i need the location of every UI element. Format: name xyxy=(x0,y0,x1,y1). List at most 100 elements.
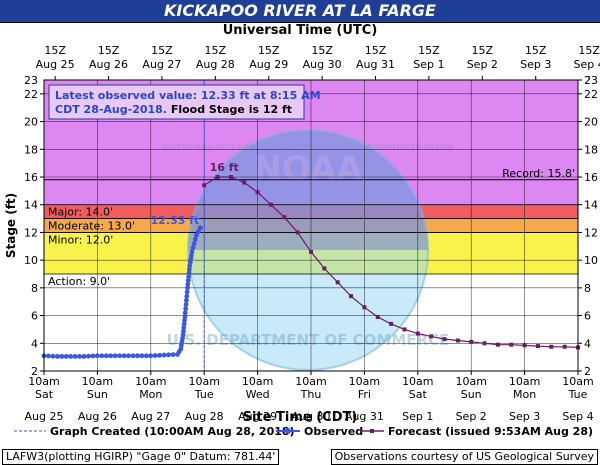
observed-point xyxy=(103,353,109,359)
legend-forecast-marker xyxy=(370,429,374,433)
bottom-tick-day: Sat xyxy=(409,388,428,401)
bottom-tick-date: Aug 29 xyxy=(238,410,277,423)
observed-point xyxy=(194,232,199,238)
bottom-tick-time: 10am xyxy=(28,375,59,388)
bottom-tick-day: Sat xyxy=(35,388,54,401)
y-axis-title: Stage (ft) xyxy=(4,193,18,258)
bottom-tick-day: Wed xyxy=(246,388,270,401)
bottom-tick-time: 10am xyxy=(135,375,166,388)
observed-point xyxy=(191,241,197,246)
observed-point xyxy=(54,354,60,359)
observed-point xyxy=(143,353,149,359)
bottom-tick-date: Sep 2 xyxy=(456,410,487,423)
observed-point xyxy=(68,354,74,359)
bottom-tick-day: Sun xyxy=(87,388,108,401)
y-tick-label: 23 xyxy=(24,74,38,87)
observed-point xyxy=(180,332,186,338)
observed-point xyxy=(183,302,189,307)
info-line-1: Latest observed value: 12.33 ft at 8:15 … xyxy=(55,89,321,102)
bottom-tick-date: Aug 26 xyxy=(78,410,117,423)
observed-point xyxy=(181,321,187,327)
observed-point xyxy=(185,281,191,287)
observed-point xyxy=(90,353,96,359)
title-bar: KICKAPOO RIVER AT LA FARGE xyxy=(0,0,600,23)
y-tick-label: 4 xyxy=(31,337,38,350)
forecast-point xyxy=(535,344,540,349)
bottom-tick-day: Sun xyxy=(461,388,482,401)
bottom-tick-day: Mon xyxy=(139,388,162,401)
observed-point xyxy=(72,354,78,359)
forecast-point xyxy=(228,175,233,179)
observed-point xyxy=(182,310,188,316)
top-tick-date: Sep 1 xyxy=(413,58,444,71)
y-tick-label-right: 16 xyxy=(584,171,598,184)
legend-observed: Observed xyxy=(304,425,363,438)
forecast-point xyxy=(295,230,300,235)
y-tick-label: 16 xyxy=(24,171,38,184)
observed-point xyxy=(59,354,65,359)
watermark-upper-half xyxy=(188,130,428,250)
watermark-bottom-text: U.S. DEPARTMENT OF COMMERCE xyxy=(167,331,450,349)
observed-point xyxy=(184,289,190,295)
top-tick-time: 15Z xyxy=(151,44,173,57)
y-tick-label-right: 14 xyxy=(584,199,598,212)
y-tick-label: 8 xyxy=(31,282,38,295)
forecast-point xyxy=(335,280,340,285)
bottom-tick-day: Tue xyxy=(194,388,214,401)
top-tick-date: Aug 29 xyxy=(249,58,288,71)
observed-point xyxy=(186,266,192,272)
bottom-tick-time: 10am xyxy=(349,375,380,388)
observed-point xyxy=(184,297,189,303)
observed-point xyxy=(130,353,136,359)
top-tick-date: Aug 27 xyxy=(142,58,181,71)
chart-title: KICKAPOO RIVER AT LA FARGE xyxy=(164,1,436,20)
observed-point xyxy=(46,353,51,359)
observed-point xyxy=(108,353,114,359)
observed-point xyxy=(189,249,195,255)
threshold-label: Moderate: 13.0' xyxy=(48,220,135,233)
y-tick-label-right: 23 xyxy=(584,74,598,87)
observed-point xyxy=(126,353,131,359)
y-tick-label: 2 xyxy=(31,365,38,378)
datum-footer: LAFW3(plotting HGIRP) "Gage 0" Datum: 78… xyxy=(2,449,280,465)
top-tick-time: 15Z xyxy=(525,44,547,57)
top-tick-time: 15Z xyxy=(258,44,280,57)
observed-point xyxy=(121,353,127,359)
record-label: Record: 15.8' xyxy=(502,167,575,180)
bottom-tick-date: Aug 30 xyxy=(292,410,331,423)
forecast-point xyxy=(349,294,354,299)
threshold-label: Minor: 12.0' xyxy=(48,233,113,246)
top-tick-date: Aug 31 xyxy=(356,58,395,71)
bottom-tick-time: 10am xyxy=(188,375,219,388)
threshold-label: Action: 9.0' xyxy=(48,275,110,288)
forecast-point xyxy=(322,266,327,271)
top-tick-time: 15Z xyxy=(472,44,494,57)
y-tick-label-right: 12 xyxy=(584,226,598,239)
y-tick-label: 10 xyxy=(24,254,38,267)
bottom-tick-date: Aug 28 xyxy=(185,410,224,423)
bottom-tick-time: 10am xyxy=(242,375,273,388)
axes-layer xyxy=(40,76,590,375)
observed-point xyxy=(139,353,145,359)
top-tick-date: Aug 26 xyxy=(89,58,128,71)
forecast-point xyxy=(522,343,527,348)
observed-point xyxy=(95,353,100,359)
y-tick-label-right: 6 xyxy=(584,310,591,323)
legend-graph-created: Graph Created (10:00AM Aug 28, 2018) xyxy=(50,425,295,438)
y-tick-label-right: 8 xyxy=(584,282,591,295)
y-tick-label: 14 xyxy=(24,199,38,212)
observed-point xyxy=(186,270,192,276)
forecast-peak-label: 16 ft xyxy=(210,161,239,174)
bottom-tick-day: Mon xyxy=(513,388,536,401)
observed-point xyxy=(86,353,91,359)
x-axis-title: Site Time (CDT) xyxy=(243,410,358,425)
y-tick-label: 20 xyxy=(24,116,38,129)
credit-footer: Observations courtesy of US Geological S… xyxy=(330,449,598,465)
info-line-2: CDT 28-Aug-2018. Flood Stage is 12 ft xyxy=(55,103,292,116)
top-tick-time: 15Z xyxy=(98,44,120,57)
watermark-ring xyxy=(187,129,429,371)
forecast-point xyxy=(415,331,420,336)
watermark-top-text: NATIONAL OCEANIC AND ATMOSPHERIC ADMINIS… xyxy=(162,143,453,153)
observed-point xyxy=(190,245,196,251)
